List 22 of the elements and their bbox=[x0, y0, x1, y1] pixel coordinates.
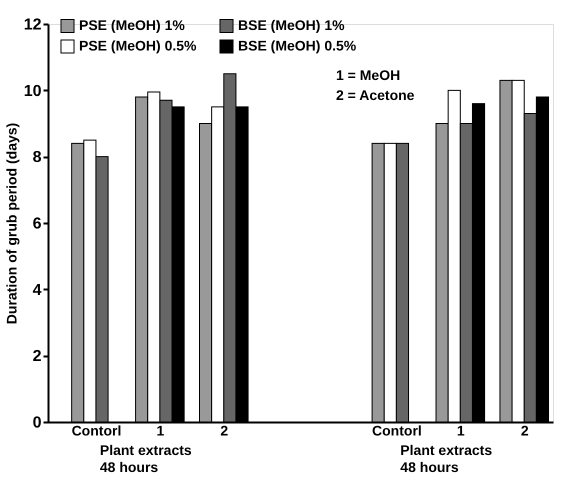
y-axis-title: Duration of grub period (days) bbox=[4, 122, 20, 324]
x-tick-label: 1 bbox=[156, 422, 164, 438]
x-tick-label: Contorl bbox=[72, 422, 122, 438]
legend-label: BSE (MeOH) 0.5% bbox=[238, 38, 357, 54]
annotation: 2 = Acetone bbox=[336, 87, 415, 103]
legend-label: BSE (MeOH) 1% bbox=[238, 16, 346, 33]
x-tick-label: 2 bbox=[520, 422, 529, 438]
y-tick-label: 12 bbox=[24, 16, 42, 34]
x-tick-label: 1 bbox=[456, 422, 465, 438]
y-tick-label: 8 bbox=[32, 149, 42, 166]
text: Plant extracts 48 hours bbox=[400, 442, 492, 475]
annotation: 1 = MeOH bbox=[336, 67, 400, 83]
y-tick-label: 4 bbox=[32, 282, 42, 299]
x-tick-label: 2 bbox=[220, 422, 228, 438]
y-tick-label: 6 bbox=[32, 216, 42, 232]
y-tick-label: 2 bbox=[32, 348, 42, 366]
y-tick-label: 10 bbox=[24, 82, 42, 100]
y-tick-label: 0 bbox=[32, 414, 42, 432]
text: Plant extracts 48 hours bbox=[100, 442, 192, 475]
x-tick-label: Contorl bbox=[372, 422, 422, 438]
legend-label: PSE (MeOH) 0.5% bbox=[79, 38, 198, 54]
legend-label: PSE (MeOH) 1% bbox=[79, 16, 186, 33]
